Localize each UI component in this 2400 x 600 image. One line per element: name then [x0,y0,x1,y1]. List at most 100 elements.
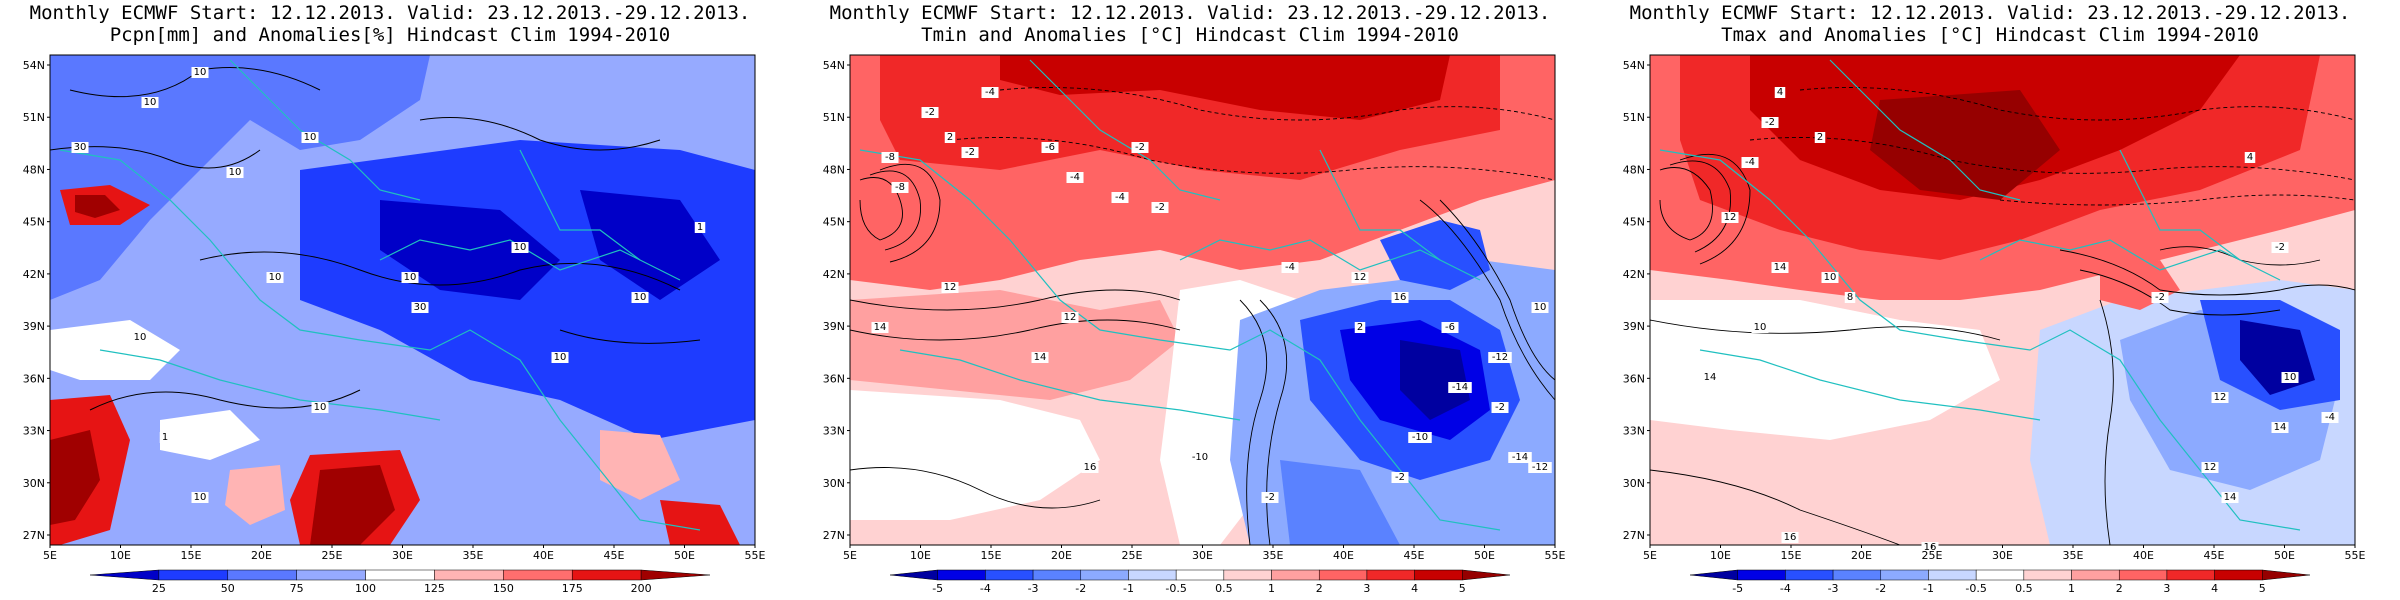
precip-colorbar-label: 150 [493,582,514,595]
tmax-contour-label: 8 [1847,292,1853,303]
tmax-contour-label-bg [1751,322,1769,333]
tmax-colorbar-label: -3 [1828,582,1839,595]
tmax-lat-label: 36N [1623,372,1645,385]
tmax-map: 4 -2 2 -4 12 14 10 8 -2 14 10 12 16 -4 12 16 14 -2 4 14 10 5… [1600,0,2380,600]
tmax-colorbar-swatch [1785,569,1834,581]
tmax-lat-label: 51N [1623,111,1645,124]
tmin-lat-label: 39N [823,320,845,333]
precip-panel: 10 10 10 10 30 10 10 10 10 10 10 10 30 1 1 10 54N 51N 48N… [0,0,780,600]
tmax-colorbar: -5 -4 -3 -2 -1 -0.5 0.5 1 2 3 4 5 [1689,569,2311,595]
precip-lat-label: 51N [23,111,45,124]
tmax-colorbar-label: -1 [1923,582,1934,595]
tmin-colorbar-swatch [1080,569,1129,581]
precip-contour-label-bg [631,292,649,303]
tmin-contour-label: 10 [1534,302,1547,313]
tmax-contour-label-bg [2211,392,2229,403]
tmax-lat-label: 42N [1623,268,1645,281]
tmin-contour-label: 2 [947,132,953,143]
tmin-colorbar-swatch [1318,569,1368,581]
precip-colorbar-label: 25 [152,582,166,595]
tmax-contour-label: 16 [1924,542,1937,553]
tmax-lon-axis: 5E 10E 15E 20E 25E 30E 35E 40E 45E 50E 55E [1643,545,2366,562]
tmin-contour-label-bg [871,322,889,333]
tmax-contour-label: 2 [1817,132,1823,143]
tmax-colorbar-swatch [2166,569,2215,581]
tmin-colorbar-label: 2 [1316,582,1323,595]
tmin-colorbar-label: -1 [1123,582,1134,595]
tmin-contour-label-bg [1408,432,1432,443]
precip-colorbar-label: 100 [355,582,376,595]
tmax-colorbar-swatch [1880,569,1929,581]
tmax-colorbar-swatch [1928,569,1977,581]
tmin-lat-label: 30N [823,477,845,490]
tmax-contour-label: -2 [2155,292,2165,303]
tmin-colorbar-swatch [1032,569,1082,581]
tmax-contour-label: 14 [1774,262,1787,273]
tmax-contour-label: -2 [2275,242,2285,253]
tmax-colorbar-swatch [2071,569,2120,581]
tmin-colorbar-swatch [1128,569,1177,581]
tmax-contour-label: -2 [1765,117,1775,128]
precip-contour-label: 30 [414,302,427,313]
tmin-colorbar-label: 3 [1363,582,1370,595]
tmax-colorbar-swatch [2118,569,2168,581]
tmin-contour-label: 12 [1064,312,1077,323]
tmax-lon-label: 25E [1922,549,1943,562]
precip-colorbar-label: 75 [290,582,304,595]
tmax-contour-label-bg [1844,292,1856,303]
tmax-colorbar-label: -2 [1875,582,1886,595]
tmin-contour-label: 14 [1034,352,1047,363]
tmax-lat-label: 45N [1623,216,1645,229]
precip-title-line2: Pcpn[mm] and Anomalies[%] Hindcast Clim … [109,24,671,46]
tmin-contour-label-bg [1031,352,1049,363]
tmin-contour-label: -14 [1452,382,1468,393]
tmin-contour-label-bg [1508,452,1532,463]
tmax-title-line1: Monthly ECMWF Start: 12.12.2013. Valid: … [1629,2,2351,24]
tmin-contour-label: -2 [925,107,935,118]
tmin-lon-label: 50E [1474,549,1495,562]
tmax-colorbar-label: 0.5 [2015,582,2033,595]
tmin-colorbar-swatch [937,569,986,581]
tmin-lon-label: 55E [1545,549,1566,562]
tmin-contour-label-bg [1391,472,1409,483]
tmin-lat-label: 27N [823,529,845,542]
tmin-contour-label-bg [1491,402,1509,413]
tmax-lat-label: 30N [1623,477,1645,490]
precip-contour-label-bg [71,142,89,153]
precip-lon-label: 25E [322,549,343,562]
tmax-contour-label-bg [2281,372,2299,383]
tmax-contour-label: 4 [1777,87,1783,98]
precip-colorbar-label: 50 [221,582,235,595]
precip-contour-label-bg [226,167,244,178]
precip-contour-label-bg [301,132,319,143]
precip-lat-label: 48N [23,163,45,176]
tmin-contour-labels: -4 -2 2 -8 -2 -6 -2 -8 -4 -4 -2 -4 12 14 12 14 16 12 16 -6 -… [871,87,1552,503]
tmin-contour-label-bg [1111,192,1129,203]
tmax-lon-label: 20E [1851,549,1872,562]
precip-contour-label: 10 [229,167,242,178]
precip-colorbar-swatch [227,569,297,581]
precip-contour-label: 10 [404,272,417,283]
tmax-colorbar-label: 5 [2259,582,2266,595]
tmax-contour-label-bg [1761,117,1779,128]
tmax-lat-label: 33N [1623,425,1645,438]
tmin-contour-label: -2 [1395,472,1405,483]
tmin-contour-label: 16 [1394,292,1407,303]
tmin-lat-label: 48N [823,163,845,176]
tmin-contour-label-bg [961,147,979,158]
tmin-contour-label-bg [1354,322,1366,333]
precip-contour-label: 10 [314,402,327,413]
precip-colorbar-swatch [158,569,229,581]
precip-lon-label: 10E [110,549,131,562]
precip-colorbar-swatch [640,569,711,581]
tmin-contour-label-bg [1441,322,1459,333]
tmax-contour-label: -4 [1745,157,1755,168]
precip-contour-label: 10 [134,332,147,343]
tmin-contour-label: -2 [1135,142,1145,153]
tmin-contour-label-bg [1131,142,1149,153]
precip-contour-label-bg [401,272,419,283]
tmax-colorbar-label: -5 [1732,582,1743,595]
tmax-contour-label-bg [1774,87,1786,98]
precip-contour-label-bg [551,352,569,363]
precip-title-line1: Monthly ECMWF Start: 12.12.2013. Valid: … [29,2,751,24]
